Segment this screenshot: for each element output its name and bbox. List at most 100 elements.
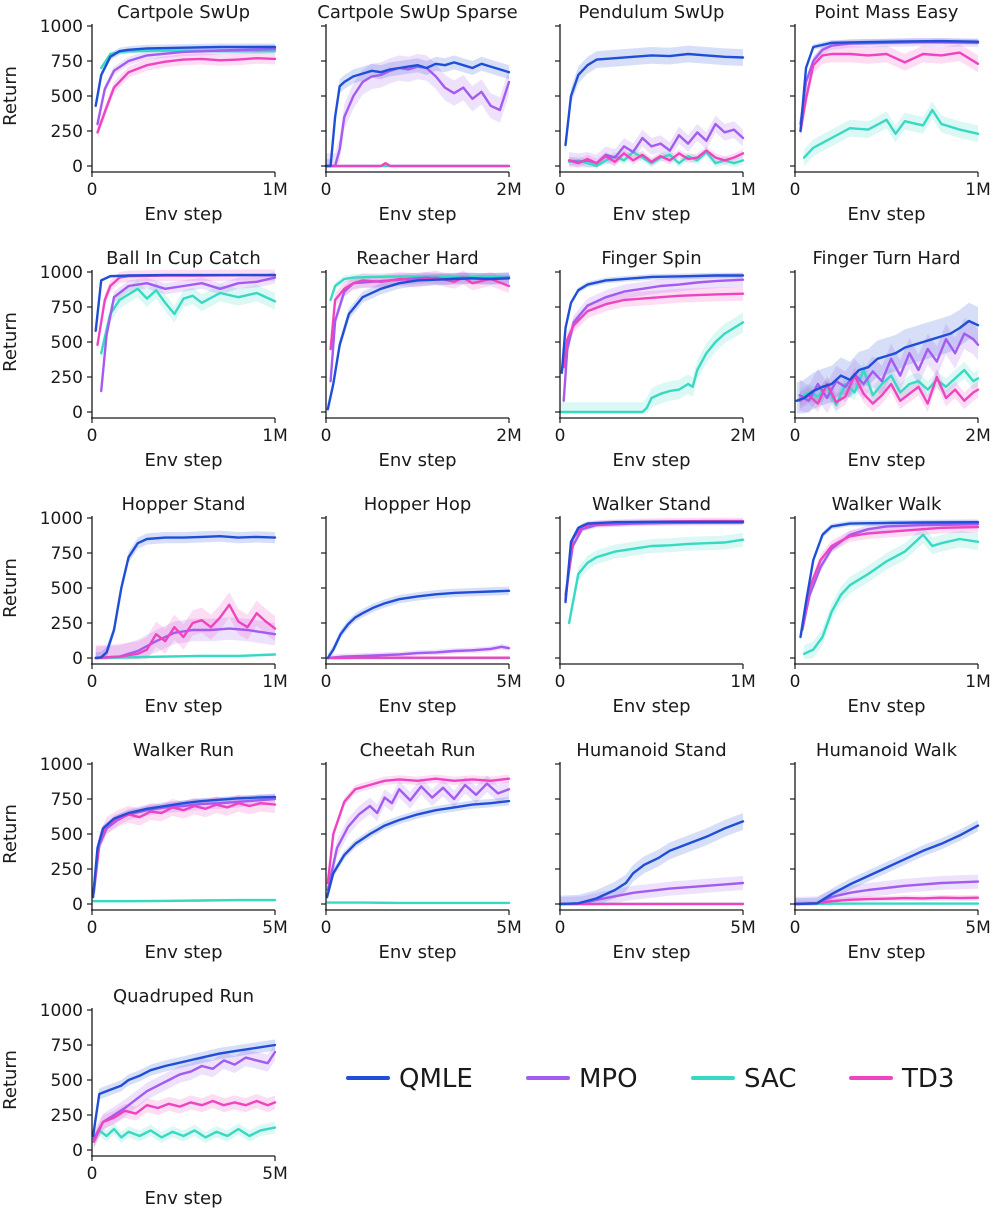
series-line-qmle: [325, 799, 511, 899]
y-tick-label: 1000: [40, 509, 83, 529]
band-mpo: [569, 115, 743, 168]
panel-title: Walker Stand: [592, 494, 711, 515]
x-tick-label: 5M: [262, 918, 287, 938]
band-td3: [563, 286, 743, 375]
series-line-td3: [92, 802, 277, 892]
x-tick-label: 2M: [965, 426, 990, 446]
x-axis-label: Env step: [378, 204, 456, 225]
x-tick-label: 0: [87, 1164, 98, 1184]
series-line-td3: [799, 51, 980, 133]
band-mpo: [101, 272, 275, 397]
x-tick-label: 2M: [496, 426, 521, 446]
legend-label: QMLE: [399, 1064, 473, 1094]
band-qmle: [795, 820, 978, 906]
x-tick-label: 0: [555, 180, 566, 200]
band-sac: [560, 312, 743, 414]
series-line-td3: [562, 292, 745, 369]
panel-cheetah-run: Cheetah Run 0 5M Env step: [321, 740, 522, 963]
series-line-qmle: [793, 824, 980, 906]
x-axis-label: Env step: [847, 696, 925, 717]
panel-title: Hopper Stand: [122, 494, 246, 515]
x-axis-label: Env step: [144, 942, 222, 963]
x-axis-label: Env step: [378, 942, 456, 963]
x-axis-label: Env step: [144, 1188, 222, 1209]
series-line-qmle: [91, 795, 277, 899]
x-tick-label: 5M: [965, 918, 990, 938]
x-axis-label: Env step: [612, 696, 690, 717]
x-tick-label: 0: [790, 918, 801, 938]
band-qmle: [326, 55, 509, 168]
series-line-td3: [326, 777, 511, 885]
panel-finger-turn-hard: Finger Turn Hard 0 2M Env step: [790, 248, 991, 471]
x-tick-label: 0: [87, 180, 98, 200]
legend-label: SAC: [744, 1064, 796, 1094]
series-line-qmle: [324, 61, 511, 168]
panel-title: Finger Turn Hard: [812, 248, 960, 269]
series-line-td3: [94, 603, 277, 660]
band-mpo: [326, 54, 509, 168]
series-line-mpo: [96, 47, 277, 126]
x-tick-label: 2M: [730, 426, 755, 446]
y-tick-label: 1000: [40, 263, 83, 283]
panel-title: Walker Run: [133, 740, 234, 761]
panel-quadruped-run: Quadruped Run 0 250 500 750 1000 0 5M Env step Re…: [0, 986, 288, 1209]
legend-item-sac: SAC: [691, 1064, 796, 1094]
x-tick-label: 1M: [262, 672, 287, 692]
y-tick-label: 500: [51, 1071, 83, 1091]
x-axis-label: Env step: [847, 450, 925, 471]
x-tick-label: 0: [87, 918, 98, 938]
y-tick-label: 250: [51, 368, 83, 388]
x-tick-label: 1M: [262, 180, 287, 200]
y-tick-label: 750: [51, 544, 83, 564]
band-td3: [95, 592, 275, 660]
band-qmle: [800, 38, 978, 134]
x-tick-label: 5M: [730, 918, 755, 938]
band-qmle: [327, 272, 509, 414]
legend-item-td3: TD3: [849, 1064, 954, 1094]
panel-title: Cartpole SwUp Sparse: [317, 2, 518, 23]
series-line-sac: [802, 533, 980, 655]
x-tick-label: 0: [321, 918, 332, 938]
y-tick-label: 500: [51, 579, 83, 599]
series-line-td3: [324, 161, 511, 168]
x-tick-label: 0: [555, 426, 566, 446]
band-td3: [93, 794, 275, 899]
panel-cartpole-swup-sparse: Cartpole SwUp Sparse 0 2M Env step: [317, 2, 521, 225]
panel-ball-in-cup-catch: Ball In Cup Catch 0 250 500 750 1000 0 1M Env st…: [0, 248, 288, 471]
band-td3: [569, 146, 743, 168]
panel-walker-walk: Walker Walk 0 1M Env step: [790, 494, 991, 717]
series-line-sac: [558, 321, 745, 414]
band-mpo: [565, 519, 743, 598]
series-line-qmle: [799, 39, 980, 133]
band-mpo: [795, 874, 978, 906]
y-axis-label: Return: [0, 312, 21, 372]
band-mpo: [330, 272, 509, 387]
x-tick-label: 5M: [496, 918, 521, 938]
x-tick-label: 0: [87, 672, 98, 692]
y-tick-label: 500: [51, 87, 83, 107]
y-tick-label: 250: [51, 860, 83, 880]
band-td3: [97, 52, 275, 138]
panel-title: Walker Walk: [832, 494, 942, 515]
series-line-qmle: [564, 520, 745, 604]
y-tick-label: 750: [51, 790, 83, 810]
series-line-mpo: [326, 782, 511, 892]
panel-title: Humanoid Walk: [816, 740, 958, 761]
y-tick-label: 1000: [40, 17, 83, 37]
series-line-mpo: [558, 881, 745, 906]
x-tick-label: 0: [790, 180, 801, 200]
panel-title: Finger Spin: [601, 248, 701, 269]
x-tick-label: 1M: [730, 672, 755, 692]
x-axis-label: Env step: [144, 696, 222, 717]
y-tick-label: 0: [72, 1141, 83, 1161]
legend-item-mpo: MPO: [526, 1064, 638, 1094]
series-line-qmle: [94, 535, 277, 660]
series-line-td3: [567, 149, 745, 165]
series-line-sac: [802, 108, 980, 159]
series-line-sac: [99, 287, 277, 355]
band-td3: [802, 521, 978, 633]
band-qmle: [327, 586, 509, 660]
y-axis-label: Return: [0, 558, 21, 618]
series-line-mpo: [329, 276, 511, 383]
